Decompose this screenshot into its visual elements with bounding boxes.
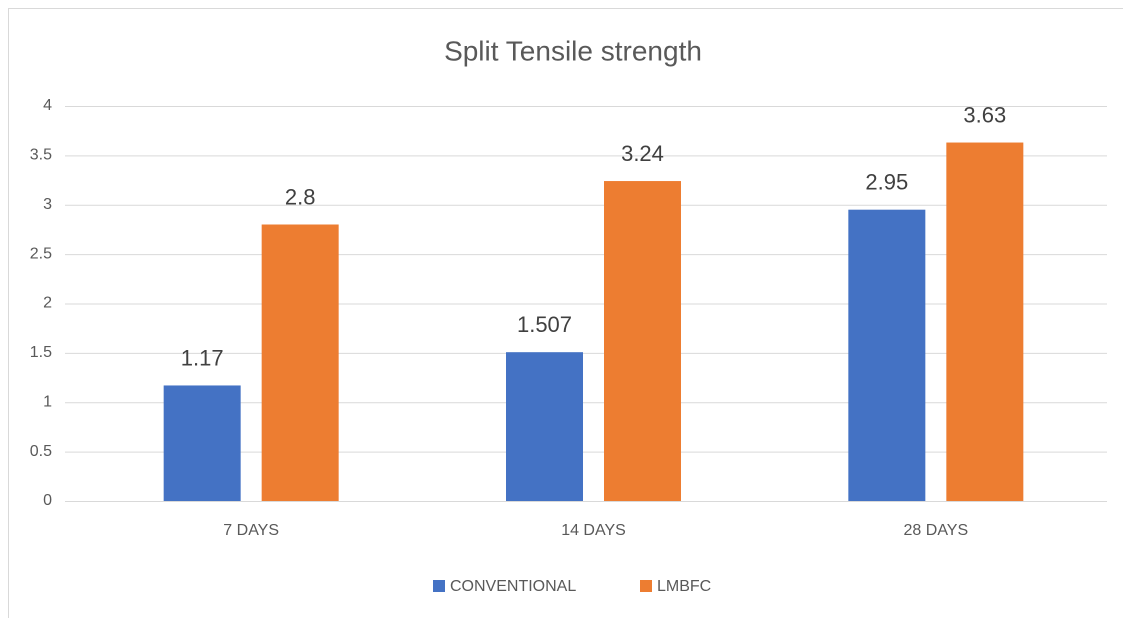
y-tick-label: 2: [43, 295, 52, 312]
legend-label: LMBFC: [657, 578, 711, 595]
chart-title: Split Tensile strength: [444, 35, 702, 66]
x-tick-label: 14 DAYS: [561, 522, 626, 539]
chart-border: [8, 8, 1123, 618]
y-tick-label: 0: [43, 492, 52, 509]
y-tick-label: 1.5: [30, 344, 52, 361]
bar: [163, 385, 241, 501]
data-label: 1.17: [181, 345, 224, 370]
bar: [848, 209, 926, 501]
data-label: 3.24: [621, 141, 664, 166]
data-label: 2.8: [285, 184, 316, 209]
y-tick-label: 3: [43, 196, 52, 213]
bar: [604, 181, 681, 502]
data-label: 1.507: [517, 312, 572, 337]
y-tick-label: 0.5: [30, 443, 52, 460]
legend-label: CONVENTIONAL: [450, 578, 576, 595]
y-tick-label: 4: [43, 97, 52, 114]
legend-swatch: [640, 580, 652, 592]
x-tick-label: 28 DAYS: [904, 522, 969, 539]
y-tick-label: 3.5: [30, 147, 52, 164]
bar: [261, 224, 339, 501]
data-label: 2.95: [865, 170, 908, 195]
y-tick-label: 1: [43, 393, 52, 410]
y-tick-label: 2.5: [30, 245, 52, 262]
bar: [946, 142, 1024, 501]
legend-swatch: [433, 580, 445, 592]
x-tick-label: 7 DAYS: [223, 522, 279, 539]
data-label: 3.63: [963, 102, 1006, 127]
bar: [506, 352, 583, 501]
